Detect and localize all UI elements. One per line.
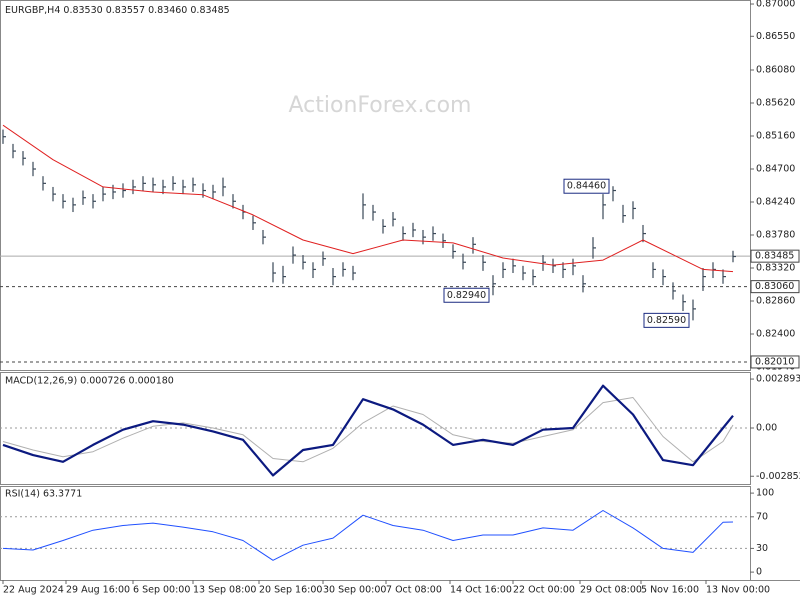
x-tick-label: 29 Aug 16:00: [66, 585, 130, 596]
rsi-line: [2, 510, 734, 561]
annotation-label: 0.82940: [447, 290, 486, 301]
quote: 0.83530: [63, 5, 102, 16]
y-tick-label: -0.002852: [756, 471, 800, 482]
annotation-label: 0.82590: [647, 315, 686, 326]
y-tick-label: 0.84240: [756, 197, 795, 208]
level-box: [750, 280, 800, 294]
y-tick-label: 100: [756, 488, 774, 499]
x-tick-label: 22 Oct 00:00: [513, 585, 575, 596]
signal-line: [2, 397, 734, 463]
quote: 0.83557: [106, 5, 145, 16]
quote: 0.83485: [190, 5, 229, 16]
x-tick-label: 6 Sep 00:00: [133, 585, 190, 596]
annotation-box: [643, 312, 690, 328]
y-tick-label: 0.85160: [756, 131, 795, 142]
level-box: [750, 355, 800, 369]
y-tick-label: 0.82400: [756, 328, 795, 339]
x-tick-label: 5 Nov 16:00: [641, 585, 699, 596]
y-tick-label: 0.83780: [756, 229, 795, 240]
x-tick-label: 29 Oct 08:00: [580, 585, 642, 596]
symbol: EURGBP,H4: [5, 5, 60, 16]
moving-average: [2, 124, 734, 273]
x-tick-label: 13 Nov 00:00: [706, 585, 770, 596]
x-tick-label: 30 Sep 00:00: [323, 585, 386, 596]
x-tick-label: 13 Sep 08:00: [193, 585, 256, 596]
x-tick-label: 7 Oct 08:00: [386, 585, 442, 596]
annotation-label: 0.84460: [567, 181, 606, 192]
y-tick-label: 0.00: [756, 423, 777, 434]
rsi-title: RSI(14) 63.3771: [5, 489, 82, 500]
watermark: ActionForex.com: [289, 93, 472, 118]
level-label: 0.83060: [755, 281, 794, 292]
y-tick-label: 0.83320: [756, 262, 795, 273]
x-tick-label: 14 Oct 16:00: [450, 585, 512, 596]
y-tick-label: 30: [756, 543, 768, 554]
y-tick-label: 0.84700: [756, 164, 795, 175]
y-tick-label: 70: [756, 511, 768, 522]
macd-title: MACD(12,26,9) 0.000726 0.000180: [5, 376, 174, 387]
y-tick-label: 0.82860: [756, 295, 795, 306]
y-tick-label: 0.87000: [756, 0, 795, 10]
y-tick-label: 0.86550: [756, 31, 795, 42]
x-tick-label: 22 Aug 2024: [3, 585, 64, 596]
x-tick-label: 20 Sep 16:00: [259, 585, 322, 596]
last-price-box: [750, 249, 800, 263]
annotation-box: [443, 287, 490, 303]
panel-frame: [0, 0, 751, 371]
last-price-label: 0.83485: [755, 251, 794, 262]
quote: 0.83460: [148, 5, 187, 16]
level-label: 0.82010: [755, 356, 794, 367]
y-tick-label: 0.86080: [756, 65, 795, 76]
y-tick-label: 0.85620: [756, 98, 795, 109]
y-tick-label: 0.002893: [756, 374, 800, 385]
annotation-box: [563, 178, 610, 194]
y-tick-label: 0: [756, 567, 762, 578]
price-title: EURGBP,H4 0.83530 0.83557 0.83460 0.8348…: [5, 5, 230, 16]
macd-line: [2, 384, 734, 477]
